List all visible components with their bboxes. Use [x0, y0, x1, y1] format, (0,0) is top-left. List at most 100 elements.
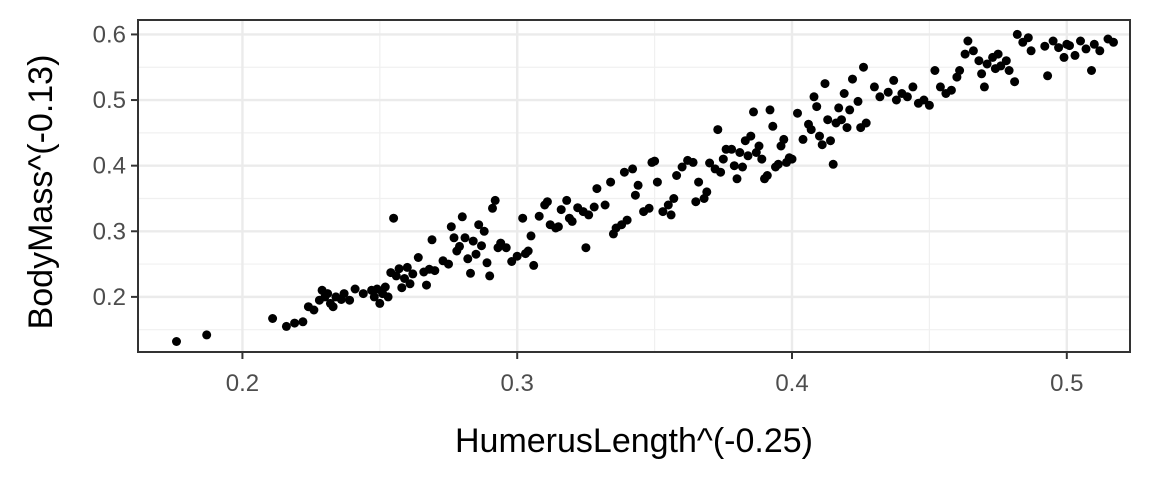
data-point [1089, 39, 1099, 49]
data-point [743, 151, 753, 161]
data-point [339, 289, 349, 299]
data-point [869, 82, 879, 92]
data-point [584, 210, 594, 220]
data-point [380, 282, 390, 292]
data-point [812, 102, 822, 112]
data-point [963, 36, 973, 46]
data-point [466, 268, 475, 278]
data-point [716, 167, 726, 177]
data-point [172, 337, 181, 346]
data-point [567, 216, 577, 226]
data-point [798, 134, 808, 144]
data-point [688, 157, 698, 167]
data-point [960, 49, 970, 59]
data-point [1076, 36, 1085, 46]
x-tick-label: 0.5 [1050, 370, 1083, 397]
data-point [853, 96, 863, 106]
data-point [820, 79, 830, 89]
data-point [518, 213, 528, 223]
data-point [622, 215, 632, 225]
data-point [471, 249, 481, 259]
data-point [430, 266, 440, 276]
data-point [650, 156, 660, 166]
data-point [391, 271, 401, 281]
data-point [422, 280, 431, 290]
data-point [809, 92, 819, 102]
data-point [1109, 37, 1118, 47]
data-point [1095, 46, 1105, 56]
data-point [290, 318, 300, 328]
data-point [1043, 71, 1053, 81]
data-point [834, 103, 844, 113]
data-point [968, 46, 978, 56]
data-point [848, 74, 857, 84]
data-point [457, 212, 467, 222]
data-point [402, 262, 412, 272]
data-point [1026, 46, 1036, 56]
data-point [754, 141, 764, 151]
data-point [902, 92, 912, 102]
y-tick-label: 0.6 [93, 21, 126, 48]
data-point [718, 154, 728, 164]
data-point [713, 125, 723, 135]
data-point [1070, 50, 1080, 60]
data-point [482, 258, 492, 268]
data-point [765, 105, 775, 115]
data-point [298, 317, 308, 327]
data-point [979, 82, 989, 92]
data-point [1081, 44, 1091, 54]
data-point [842, 123, 852, 133]
data-point [930, 66, 940, 75]
data-point [889, 75, 899, 85]
data-point [619, 167, 629, 177]
data-point [589, 202, 599, 212]
data-point [859, 62, 868, 72]
data-point [490, 195, 500, 205]
data-point [383, 292, 393, 302]
y-tick-label: 0.4 [93, 153, 126, 180]
data-point [839, 89, 849, 98]
data-points [172, 29, 1118, 346]
data-point [323, 289, 333, 299]
data-point [993, 49, 1003, 59]
data-point [677, 162, 687, 172]
data-point [1004, 66, 1014, 75]
data-point [729, 161, 739, 171]
data-point [1001, 56, 1011, 66]
data-point [427, 235, 437, 245]
data-point [488, 203, 497, 213]
data-point [727, 144, 737, 154]
data-point [1010, 77, 1020, 87]
data-point [1054, 43, 1064, 53]
y-tick-label: 0.3 [93, 218, 126, 245]
data-point [974, 56, 984, 66]
data-point [1059, 52, 1069, 62]
data-point [408, 269, 418, 279]
data-point [845, 105, 855, 115]
y-tick-label: 0.5 [93, 87, 126, 114]
data-point [444, 259, 453, 269]
data-point [1040, 41, 1050, 51]
data-point [394, 264, 404, 274]
data-point [746, 131, 756, 141]
data-point [468, 236, 478, 246]
data-point [556, 205, 566, 215]
data-point [982, 59, 992, 69]
data-point [837, 115, 846, 125]
data-point [523, 246, 533, 256]
data-point [644, 203, 654, 213]
x-tick-label: 0.3 [501, 370, 534, 397]
data-point [1048, 36, 1058, 46]
data-point [935, 82, 945, 92]
data-point [1065, 41, 1074, 51]
data-point [630, 190, 640, 200]
data-point [542, 197, 552, 207]
data-point [732, 174, 742, 184]
x-axis-title: HumerusLength^(-0.25) [455, 422, 813, 460]
data-point [666, 210, 676, 220]
data-point [658, 207, 668, 217]
data-point [268, 314, 278, 323]
data-point [977, 69, 987, 79]
data-point [806, 125, 816, 135]
